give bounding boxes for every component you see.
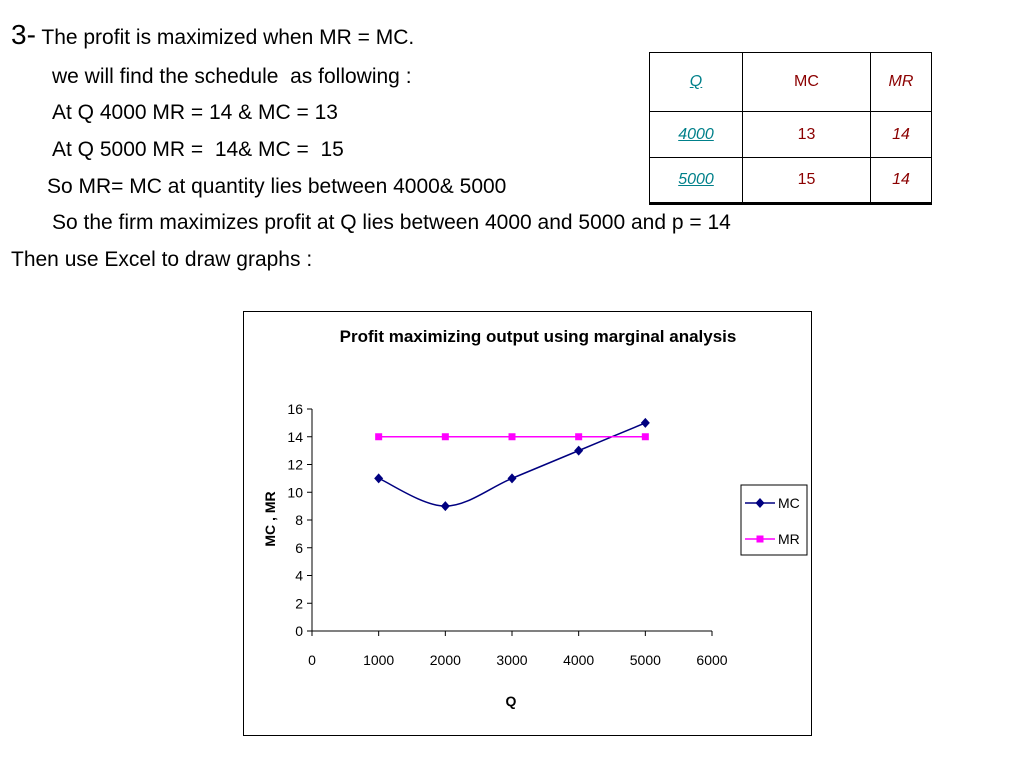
chart-legend: MC MR (740, 484, 808, 556)
cell-mc: 13 (742, 111, 871, 158)
table-header-row: Q MC MR (649, 52, 932, 112)
y-tick-label: 12 (287, 457, 303, 473)
chart-frame: Profit maximizing output using marginal … (243, 311, 812, 736)
text-line-7: Then use Excel to draw graphs : (11, 248, 313, 271)
chart-marks (374, 417, 650, 512)
y-tick-label: 4 (295, 568, 303, 584)
data-point-mc (640, 417, 650, 428)
table-row: 4000 13 14 (649, 111, 932, 158)
chart-title: Profit maximizing output using marginal … (340, 327, 737, 346)
cell-mr: 14 (870, 157, 932, 205)
step-number: 3- (11, 19, 36, 50)
x-tick-label: 1000 (363, 652, 394, 668)
text-line-6: So the firm maximizes profit at Q lies b… (52, 211, 731, 234)
y-tick-label: 6 (295, 540, 303, 556)
y-axis-label: MC , MR (262, 491, 278, 546)
heading-line: 3- The profit is maximized when MR = MC. (11, 21, 414, 49)
heading-text: The profit is maximized when MR = MC. (35, 26, 415, 49)
data-point-mr (641, 433, 649, 441)
cell-mc: 15 (742, 157, 871, 205)
x-tick-label: 4000 (563, 652, 594, 668)
legend-label-mc: MC (778, 495, 800, 511)
header-mc: MC (742, 52, 871, 112)
x-tick-label: 2000 (430, 652, 461, 668)
data-point-mc (440, 501, 450, 512)
text-line-3: At Q 4000 MR = 14 & MC = 13 (52, 101, 338, 124)
y-tick-label: 8 (295, 512, 303, 528)
data-point-mr (575, 433, 583, 441)
data-point-mr (375, 433, 383, 441)
data-point-mr (508, 433, 516, 441)
header-mr: MR (870, 52, 932, 112)
legend-box (740, 484, 808, 556)
y-tick-label: 0 (295, 623, 303, 639)
y-tick-label: 14 (287, 429, 303, 445)
table-row: 5000 15 14 (649, 157, 932, 205)
data-point-mc (507, 473, 517, 484)
x-tick-label: 0 (308, 652, 316, 668)
data-point-mc (374, 473, 384, 484)
legend-label-mr: MR (778, 531, 800, 547)
y-tick-label: 10 (287, 484, 303, 500)
cell-q: 5000 (649, 157, 743, 205)
schedule-table: Q MC MR 4000 13 14 5000 15 14 (649, 52, 932, 205)
y-tick-label: 16 (287, 401, 303, 417)
text-line-2: we will find the schedule as following : (52, 65, 412, 88)
y-tick-label: 2 (295, 595, 303, 611)
x-axis-label: Q (506, 693, 517, 709)
data-point-mc (574, 445, 584, 456)
x-tick-label: 5000 (630, 652, 661, 668)
cell-mr: 14 (870, 111, 932, 158)
header-q: Q (649, 52, 743, 112)
chart-axes: 0 2 4 6 8 10 12 14 16 0 1000 2000 3000 4000 5000 6000 (287, 401, 727, 668)
cell-q: 4000 (649, 111, 743, 158)
data-point-mr (441, 433, 449, 441)
legend-marker-mr (756, 535, 764, 543)
x-tick-label: 6000 (696, 652, 727, 668)
legend-marker-mc (755, 498, 765, 508)
chart: Profit maximizing output using marginal … (262, 327, 808, 709)
text-line-5: So MR= MC at quantity lies between 4000&… (47, 175, 507, 198)
x-tick-label: 3000 (496, 652, 527, 668)
text-line-4: At Q 5000 MR = 14& MC = 15 (52, 138, 344, 161)
